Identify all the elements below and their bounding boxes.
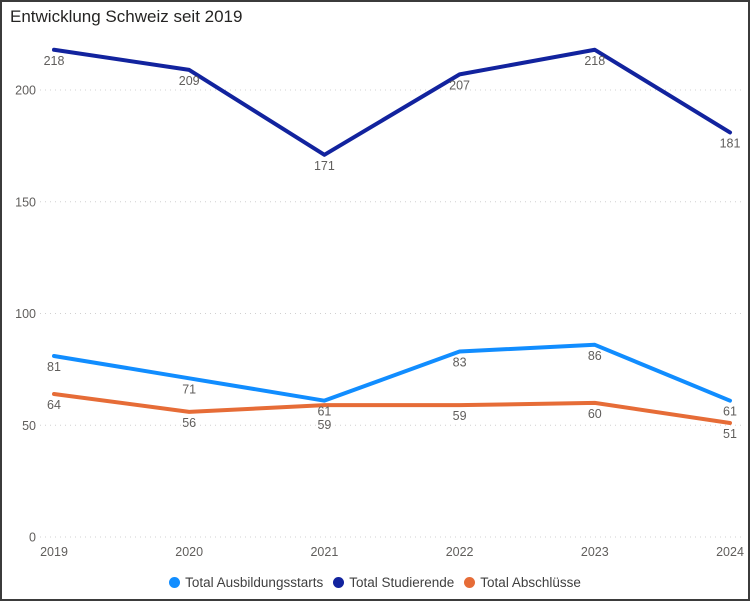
data-label: 61 xyxy=(317,405,331,419)
data-label: 86 xyxy=(588,349,602,363)
series-line-2[interactable] xyxy=(52,47,732,157)
data-label: 51 xyxy=(723,427,737,441)
legend-item-1[interactable]: Total Ausbildungsstarts xyxy=(169,575,323,590)
data-label: 59 xyxy=(453,409,467,423)
data-label: 209 xyxy=(179,74,200,88)
data-label: 61 xyxy=(723,405,737,419)
y-axis-tick-0: 0 xyxy=(29,531,36,545)
data-label: 71 xyxy=(182,382,196,396)
data-label: 207 xyxy=(449,78,470,92)
y-axis-tick-200: 200 xyxy=(15,84,36,98)
series-line-3[interactable] xyxy=(52,391,732,426)
legend-dot-icon xyxy=(169,576,181,588)
data-label: 60 xyxy=(588,407,602,421)
x-axis-tick-2019: 2019 xyxy=(40,545,68,559)
series-line-1[interactable] xyxy=(52,342,732,403)
data-label: 218 xyxy=(44,54,65,68)
y-axis-tick-50: 50 xyxy=(22,419,36,433)
y-axis-tick-150: 150 xyxy=(15,195,36,209)
data-label: 59 xyxy=(317,418,331,432)
data-label: 171 xyxy=(314,159,335,173)
legend-item-2[interactable]: Total Studierende xyxy=(333,575,454,590)
data-label: 218 xyxy=(584,54,605,68)
legend-label: Total Ausbildungsstarts xyxy=(185,574,324,590)
legend-dot-icon xyxy=(464,576,476,588)
x-axis-tick-2022: 2022 xyxy=(446,545,474,559)
data-label: 64 xyxy=(47,398,61,412)
x-axis-tick-2020: 2020 xyxy=(175,545,203,559)
chart-legend: Total Ausbildungsstarts Total Studierende… xyxy=(2,570,748,594)
x-axis-tick-2024: 2024 xyxy=(716,545,744,559)
x-axis-tick-2021: 2021 xyxy=(310,545,338,559)
legend-item-3[interactable]: Total Abschlüsse xyxy=(464,575,581,590)
legend-label: Total Abschlüsse xyxy=(480,574,581,590)
chart-title: Entwicklung Schweiz seit 2019 xyxy=(10,7,243,26)
y-axis-tick-100: 100 xyxy=(15,307,36,321)
data-label: 56 xyxy=(182,416,196,430)
data-label: 83 xyxy=(453,355,467,369)
data-label: 81 xyxy=(47,360,61,374)
legend-label: Total Studierende xyxy=(349,574,455,590)
data-label: 181 xyxy=(720,136,741,150)
legend-dot-icon xyxy=(333,576,345,588)
x-axis-tick-2023: 2023 xyxy=(581,545,609,559)
